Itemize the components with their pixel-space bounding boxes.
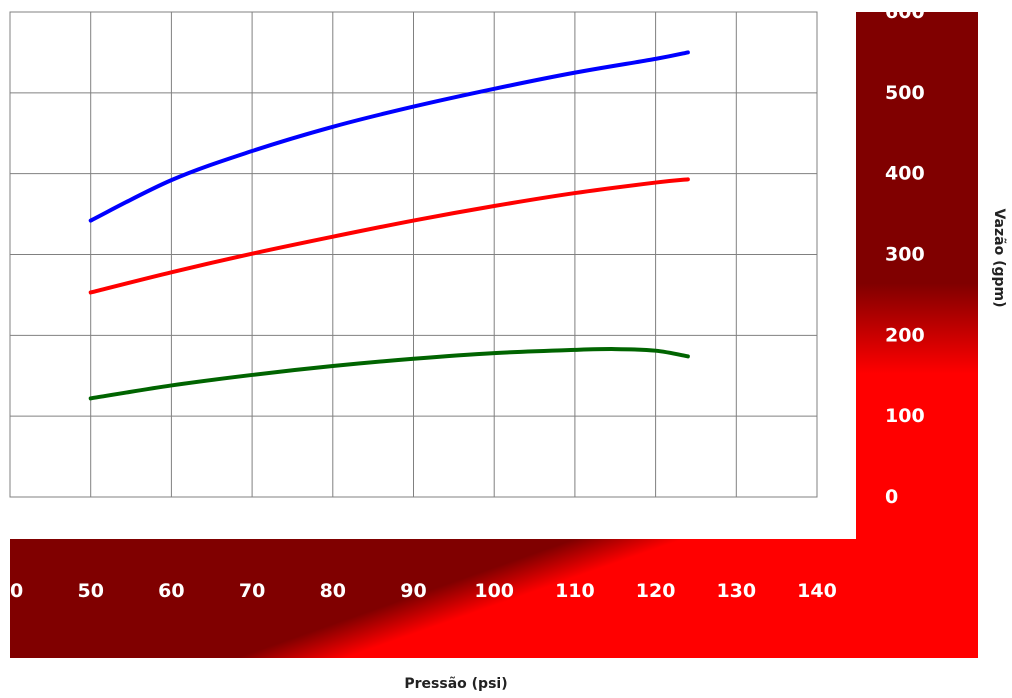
x-tick-label: 120 xyxy=(636,580,676,602)
y-tick-label: 0 xyxy=(885,486,898,508)
y-tick-label: 400 xyxy=(885,163,925,185)
y-tick-labels: 0 100 200 300 400 500 600 xyxy=(885,1,925,508)
y-tick-label: 500 xyxy=(885,82,925,104)
series-line-2 xyxy=(88,177,690,295)
x-tick-label: 60 xyxy=(158,580,184,602)
x-tick-labels: 40 50 60 70 80 90 100 110 120 130 140 xyxy=(0,580,837,602)
x-tick-label: 50 xyxy=(77,580,103,602)
x-axis-band xyxy=(10,539,978,658)
y-tick-label: 100 xyxy=(885,405,925,427)
x-tick-label: 70 xyxy=(239,580,265,602)
series-line-3 xyxy=(88,347,690,401)
x-tick-label: 110 xyxy=(555,580,595,602)
x-tick-label: 100 xyxy=(474,580,514,602)
x-tick-label: 40 xyxy=(0,580,23,602)
x-tick-label: 90 xyxy=(400,580,426,602)
x-tick-label: 80 xyxy=(320,580,346,602)
x-tick-label: 140 xyxy=(797,580,837,602)
x-tick-label: 130 xyxy=(716,580,756,602)
y-tick-label: 300 xyxy=(885,244,925,266)
grid xyxy=(9,11,818,498)
y-tick-label: 200 xyxy=(885,324,925,346)
series-line-1 xyxy=(88,50,690,223)
y-axis-title: Vazão (gpm) xyxy=(991,208,1007,307)
y-tick-label: 600 xyxy=(885,1,925,23)
series-group xyxy=(88,50,690,401)
y-axis-band xyxy=(856,12,978,658)
x-axis-title: Pressão (psi) xyxy=(404,676,507,692)
